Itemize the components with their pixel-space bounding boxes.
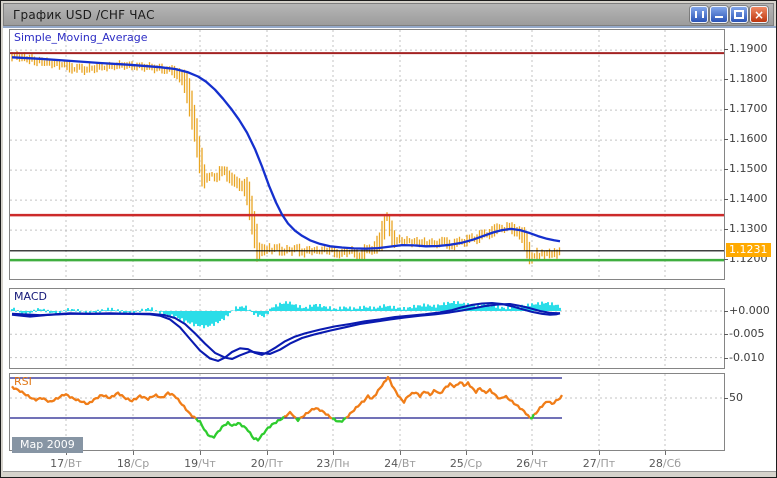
rsi-canvas[interactable]	[10, 374, 724, 450]
date-axis-label: 28/Сб	[648, 457, 682, 470]
date-axis-tick	[665, 451, 666, 455]
macd-axis-label: -0.010	[723, 350, 765, 364]
price-axis-label: 1.1500	[724, 162, 768, 176]
rsi-axis-label: 50	[724, 391, 743, 404]
date-axis-tick	[532, 451, 533, 455]
price-axis-label: 1.1400	[724, 192, 768, 206]
date-axis-label: 18/Ср	[116, 457, 150, 470]
macd-panel[interactable]: MACD	[9, 288, 725, 369]
date-axis-tick	[400, 451, 401, 455]
date-axis-label: 25/Ср	[449, 457, 483, 470]
window-title: График USD /CHF ЧАС	[13, 7, 155, 22]
minimize-button[interactable]	[710, 6, 728, 23]
date-axis-label: 20/Пт	[250, 457, 284, 470]
pin-button[interactable]	[690, 6, 708, 23]
minimize-icon	[715, 16, 723, 18]
indicator-label-rsi: RSI	[14, 375, 32, 388]
date-axis-label: 26/Чт	[516, 457, 548, 470]
restore-icon	[734, 10, 744, 19]
rsi-panel[interactable]: RSI	[9, 373, 725, 451]
pause-icon	[694, 11, 704, 18]
indicator-label-sma: Simple_Moving_Average	[14, 31, 148, 44]
price-axis-label: 1.1300	[724, 222, 768, 236]
macd-axis-label: +0.000	[724, 304, 770, 317]
close-button[interactable]: ×	[750, 6, 768, 23]
close-icon: ×	[753, 7, 765, 22]
date-axis-tick	[267, 451, 268, 455]
date-axis-tick	[200, 451, 201, 455]
month-label: Мар 2009	[12, 437, 83, 453]
window-controls: ×	[690, 6, 768, 23]
price-axis-label: 1.1800	[724, 72, 768, 86]
macd-canvas[interactable]	[10, 289, 724, 368]
price-axis-label: 1.1900	[724, 42, 768, 56]
macd-axis-label: -0.005	[723, 327, 765, 341]
price-chart-canvas[interactable]	[10, 30, 724, 279]
indicator-label-macd: MACD	[14, 290, 47, 303]
date-axis-label: 23/Пн	[316, 457, 350, 470]
date-axis-label: 24/Вт	[384, 457, 416, 470]
restore-button[interactable]	[730, 6, 748, 23]
date-axis-tick	[133, 451, 134, 455]
window-titlebar[interactable]: График USD /CHF ЧАС ×	[3, 3, 774, 26]
date-axis-tick	[333, 451, 334, 455]
price-axis-label: 1.1700	[724, 102, 768, 116]
current-price-badge: 1.1231	[726, 242, 771, 257]
date-axis-tick	[599, 451, 600, 455]
date-axis-tick	[466, 451, 467, 455]
price-axis-label: 1.1600	[724, 132, 768, 146]
date-axis-tick	[66, 451, 67, 455]
bottom-strip	[3, 471, 776, 477]
date-axis-label: 27/Пт	[582, 457, 616, 470]
date-axis-label: 17/Вт	[50, 457, 82, 470]
date-axis-label: 19/Чт	[184, 457, 216, 470]
price-chart-panel[interactable]: Simple_Moving_Average	[9, 29, 725, 280]
